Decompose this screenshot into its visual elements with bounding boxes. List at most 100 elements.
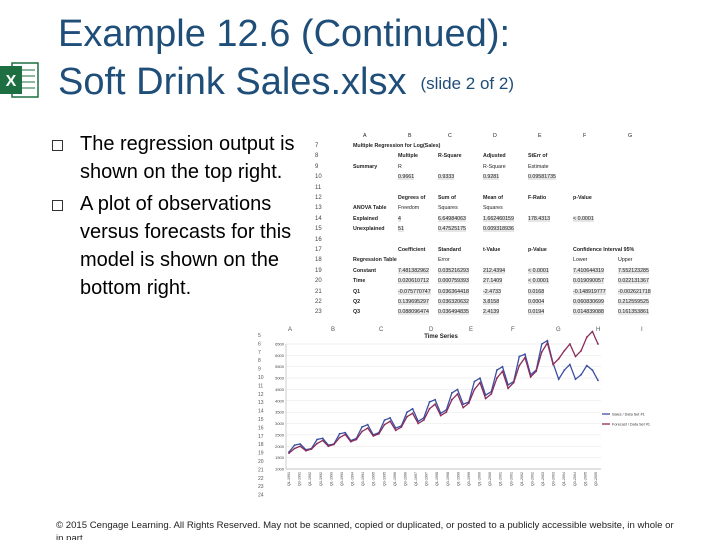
data-point [479,381,481,384]
bullet-text: The regression output is shown on the to… [80,133,295,183]
y-tick-label: 5500 [275,364,285,369]
data-point [512,381,515,384]
row-number: 22 [258,476,264,482]
sheet-cell: 212.4394 [483,267,506,274]
data-point [445,411,448,414]
time-series-chart-spreadsheet: A B C D E F G H I 5 6 7 8 9 10 11 12 13 14 15 16 17 18 19 20 21 22… [256,324,660,510]
x-tick-label: Q1-1993 [329,472,333,486]
legend-label: Forecast / Data Set #1 [612,423,650,427]
column-letter: A [363,133,367,139]
sheet-cell: Coefficient [398,247,426,253]
x-tick-label: Q3-2002 [530,472,534,486]
sheet-cell: 6.64984063 [438,215,466,222]
x-tick-label: Q1-2002 [520,472,524,486]
row-number: 14 [258,409,264,415]
row-number: 5 [258,333,261,339]
data-point [557,378,560,381]
sheet-cell: Multiple [398,153,419,160]
data-point [591,369,594,371]
row-number: 16 [258,425,264,431]
data-point [518,355,521,358]
data-point [288,452,290,454]
data-point [540,351,543,353]
x-tick-label: Q1-2005 [583,472,587,486]
data-point [434,403,436,406]
x-tick-label: Q1-1995 [372,472,376,486]
x-tick-label: Q3-2004 [573,472,577,486]
data-point [580,349,582,352]
sheet-row: 12 Degrees of Sum of Mean of F-Ratio p-Value [313,195,668,206]
sheet-cell: Mean of [483,195,504,201]
x-tick-label: Q1-2001 [499,472,503,486]
data-point [355,438,358,441]
data-point [507,387,509,390]
sheet-cell: F-Ratio [528,195,547,201]
row-number: 8 [315,153,319,160]
x-tick-label: Q1-1996 [393,472,397,486]
sheet-cell: 178.4313 [528,215,551,222]
sheet-row: 8 Multiple R-Square Adjusted StErr of [313,153,668,164]
sheet-cell: Sum of [438,195,456,201]
data-point [439,414,442,417]
row-number: 13 [315,205,322,212]
data-point [372,435,375,437]
sheet-cell: StErr of [528,153,548,160]
row-number: 21 [315,288,322,295]
data-point [546,342,549,344]
column-letter: E [469,327,473,333]
sheet-cell: 0.022131367 [618,278,649,285]
sheet-cell: 51 [398,226,404,233]
sheet-cell: Confidence Interval 95% [573,247,635,253]
data-point [338,432,341,435]
data-point [361,430,363,433]
sheet-row: 23 Q3 0.088096474 0.036494835 2.4139 0.0194 0.… [313,309,668,320]
data-point [563,369,566,371]
sheet-cell: 0.9333 [438,174,455,181]
data-point [479,377,481,379]
data-point [406,411,408,414]
sheet-cell: Regression Table [353,257,397,264]
row-number: 6 [258,341,261,347]
sheet-cell: 0.0194 [528,309,545,316]
x-tick-label: Q3-1995 [382,472,386,486]
row-number: 12 [258,392,264,398]
x-tick-label: Q1-2000 [478,472,482,486]
sheet-cell: Constant [353,267,376,274]
data-point [496,369,498,371]
data-point [456,388,459,391]
data-point [574,355,577,358]
sheet-cell: 7.410644319 [573,267,604,274]
sheet-cell: 0.036364418 [438,288,469,295]
x-tick-label: Q1-1997 [414,472,418,486]
time-series-chart-svg: A B C D E F G H I 5 6 7 8 9 10 11 12 13 14 15 16 17 18 19 20 21 22… [258,327,650,499]
data-point [456,393,459,395]
sheet-cell: p-Value [573,195,592,201]
data-point [496,377,498,379]
sheet-cell: 0.019090057 [573,278,604,285]
sheet-cell: Squares [438,205,458,212]
data-point [299,443,302,445]
data-point [484,397,487,400]
data-point [389,417,391,419]
x-tick-label: Q1-1992 [308,472,312,486]
sheet-cell: Adjusted [483,153,506,160]
data-point [310,448,313,450]
data-point [366,427,369,429]
sheet-row: 22 Q2 0.139695297 0.036320632 3.8158 0.0004 0.… [313,299,668,310]
sheet-cell: Error [438,257,450,264]
data-point [569,363,571,366]
y-tick-label: 1000 [275,467,285,472]
x-tick-label: Q3-2005 [594,472,598,486]
sheet-row: 17 Coefficient Standard t-Value p-Value Confi… [313,247,668,258]
column-letter: I [641,327,643,333]
x-tick-label: Q3-1991 [298,472,302,486]
sheet-row: 19 Constant 7.481382962 0.035216293 212.4394… [313,267,668,279]
title-filename: Soft Drink Sales.xlsx [58,61,407,103]
data-point [316,438,318,441]
sheet-cell: Summary [353,163,378,170]
copyright-footer: © 2015 Cengage Learning. All Rights Rese… [56,520,674,540]
sheet-row: 13 ANOVA Table Freedom Squares Squares [313,205,668,216]
y-tick-label: 4500 [275,387,285,392]
data-point [585,336,588,339]
sheet-cell: 0.020610712 [398,278,429,285]
